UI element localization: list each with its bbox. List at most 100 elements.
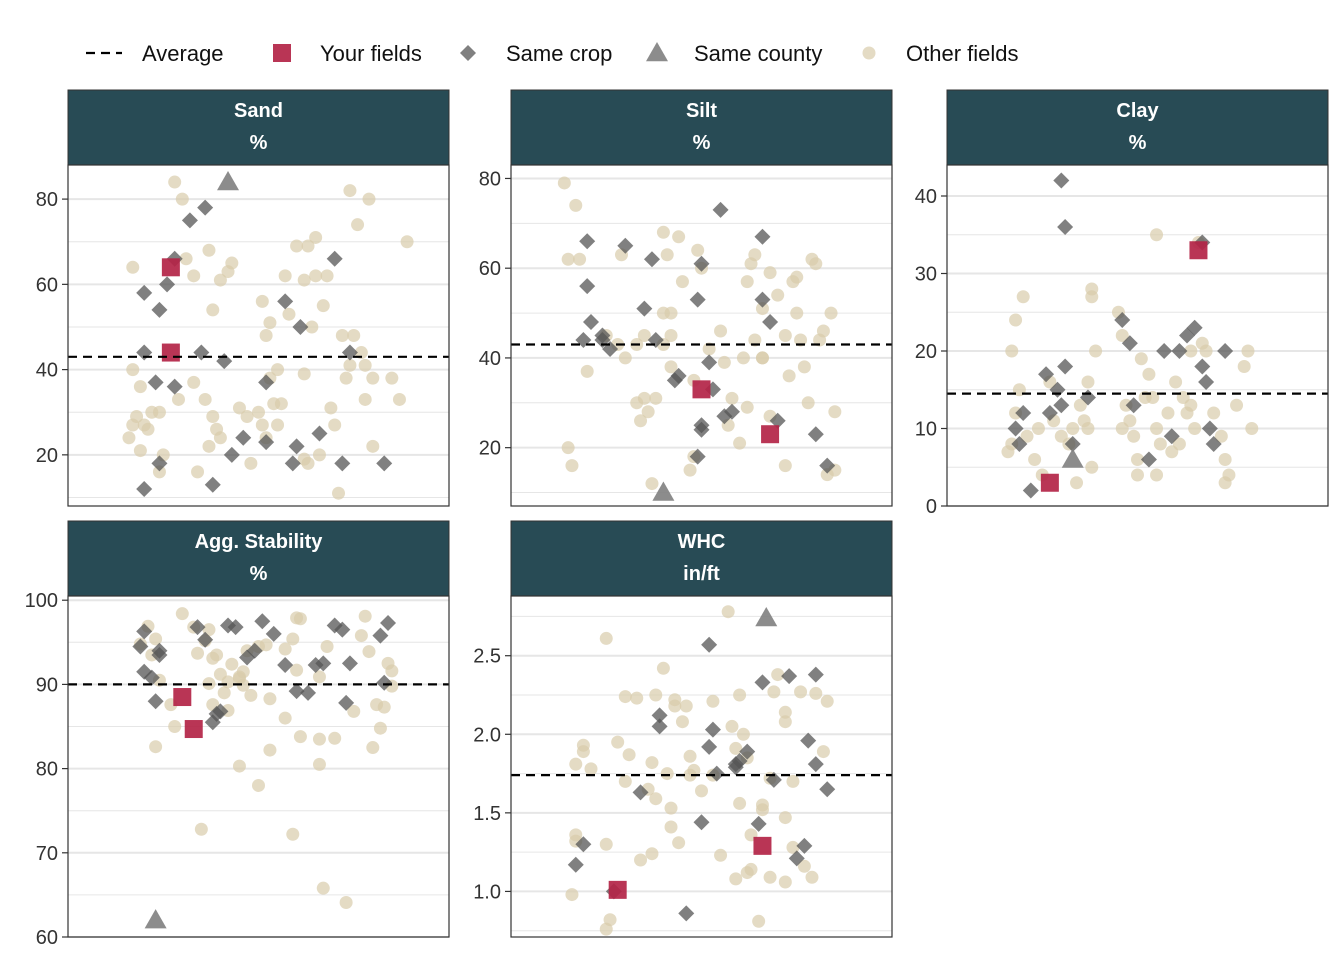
other-field-point bbox=[1214, 429, 1228, 443]
other-field-point bbox=[312, 670, 326, 684]
other-field-point bbox=[278, 642, 292, 656]
other-field-point bbox=[213, 431, 227, 445]
strip-unit: in/ft bbox=[683, 563, 720, 585]
same-crop-point bbox=[376, 455, 393, 472]
same-crop-point bbox=[575, 836, 592, 853]
other-field-point bbox=[232, 759, 246, 773]
same-county-point bbox=[1061, 448, 1084, 468]
other-field-point bbox=[309, 230, 323, 244]
legend-label: Your fields bbox=[320, 41, 422, 66]
other-field-point bbox=[225, 256, 239, 270]
same-crop-point bbox=[807, 756, 824, 773]
same-crop-point bbox=[372, 627, 389, 644]
other-field-point bbox=[744, 862, 758, 876]
other-field-point bbox=[343, 184, 357, 198]
other-field-point bbox=[584, 762, 598, 776]
other-field-point bbox=[1005, 344, 1019, 358]
same-crop-point bbox=[1156, 343, 1173, 359]
other-field-point bbox=[206, 409, 220, 423]
same-crop-point bbox=[147, 374, 164, 391]
other-field-point bbox=[599, 922, 613, 936]
same-crop-point bbox=[380, 614, 397, 631]
other-field-point bbox=[392, 392, 406, 406]
other-field-point bbox=[293, 612, 307, 626]
other-field-point bbox=[286, 827, 300, 841]
other-field-point bbox=[649, 688, 663, 702]
other-field-point bbox=[828, 405, 842, 419]
other-field-point bbox=[149, 632, 163, 646]
other-field-point bbox=[618, 690, 632, 704]
other-field-point bbox=[198, 392, 212, 406]
other-field-point bbox=[351, 218, 365, 232]
same-crop-point bbox=[246, 642, 263, 659]
other-field-point bbox=[400, 235, 414, 249]
same-crop-point bbox=[762, 314, 779, 331]
other-field-point bbox=[1028, 453, 1042, 466]
other-field-point bbox=[736, 727, 750, 741]
y-tick-label: 40 bbox=[479, 348, 501, 370]
other-field-point bbox=[320, 269, 334, 283]
other-field-point bbox=[278, 269, 292, 283]
same-crop-point bbox=[151, 301, 168, 318]
same-crop-point bbox=[796, 837, 813, 854]
same-crop-point bbox=[754, 228, 771, 245]
other-field-point bbox=[263, 743, 277, 757]
other-field-point bbox=[141, 422, 155, 436]
other-field-point bbox=[767, 685, 781, 699]
other-field-point bbox=[301, 456, 315, 470]
other-field-point bbox=[1169, 375, 1183, 389]
same-crop-point bbox=[334, 621, 351, 638]
other-field-point bbox=[580, 364, 594, 378]
other-field-point bbox=[569, 198, 583, 212]
other-field-point bbox=[385, 664, 399, 678]
other-field-point bbox=[1127, 429, 1141, 443]
other-field-point bbox=[778, 459, 792, 473]
other-field-point bbox=[645, 756, 659, 770]
other-field-point bbox=[1123, 414, 1137, 428]
same-crop-point bbox=[754, 291, 771, 308]
other-field-point bbox=[797, 859, 811, 873]
same-crop-point bbox=[265, 625, 282, 642]
other-field-point bbox=[664, 329, 678, 342]
other-field-point bbox=[1115, 329, 1129, 342]
same-crop-point bbox=[678, 905, 695, 922]
other-field-point bbox=[679, 699, 693, 713]
y-tick-label: 20 bbox=[36, 445, 58, 467]
other-field-point bbox=[691, 243, 705, 257]
same-crop-point bbox=[288, 438, 305, 455]
other-field-point bbox=[683, 463, 697, 477]
same-crop-point bbox=[136, 623, 153, 640]
same-crop-point bbox=[338, 694, 355, 711]
other-field-point bbox=[339, 895, 353, 909]
other-field-point bbox=[786, 275, 800, 289]
same-crop-point bbox=[288, 683, 305, 700]
other-field-point bbox=[343, 358, 357, 372]
same-crop-point bbox=[197, 631, 214, 648]
other-field-point bbox=[672, 836, 686, 850]
other-field-point bbox=[1089, 344, 1103, 358]
same-crop-point bbox=[1064, 436, 1081, 452]
legend-other-swatch bbox=[862, 46, 876, 60]
legend: Average Your fields Same crop Same county Ot… bbox=[86, 41, 1019, 66]
other-field-point bbox=[599, 631, 613, 645]
plot-border bbox=[67, 595, 450, 938]
same-crop-point bbox=[258, 374, 275, 391]
other-field-point bbox=[362, 645, 376, 659]
same-crop-point bbox=[258, 434, 275, 451]
y-tick-label: 80 bbox=[479, 168, 501, 190]
same-crop-point bbox=[292, 318, 309, 335]
other-field-point bbox=[656, 661, 670, 675]
other-field-point bbox=[634, 853, 648, 867]
other-field-point bbox=[794, 333, 808, 347]
your-field-point bbox=[184, 720, 203, 739]
same-crop-point bbox=[689, 291, 706, 308]
same-crop-point bbox=[731, 753, 748, 769]
same-crop-point bbox=[819, 781, 836, 798]
same-crop-point bbox=[701, 354, 718, 371]
other-field-point bbox=[175, 607, 189, 621]
same-crop-point bbox=[1038, 366, 1055, 383]
same-crop-point bbox=[689, 448, 706, 465]
panels: Sand% 20 40 60 80 Silt% 20 40 60 80 Clay% 0 10 20 30 40… bbox=[25, 89, 1329, 949]
other-field-point bbox=[820, 468, 834, 482]
other-field-point bbox=[782, 369, 796, 383]
